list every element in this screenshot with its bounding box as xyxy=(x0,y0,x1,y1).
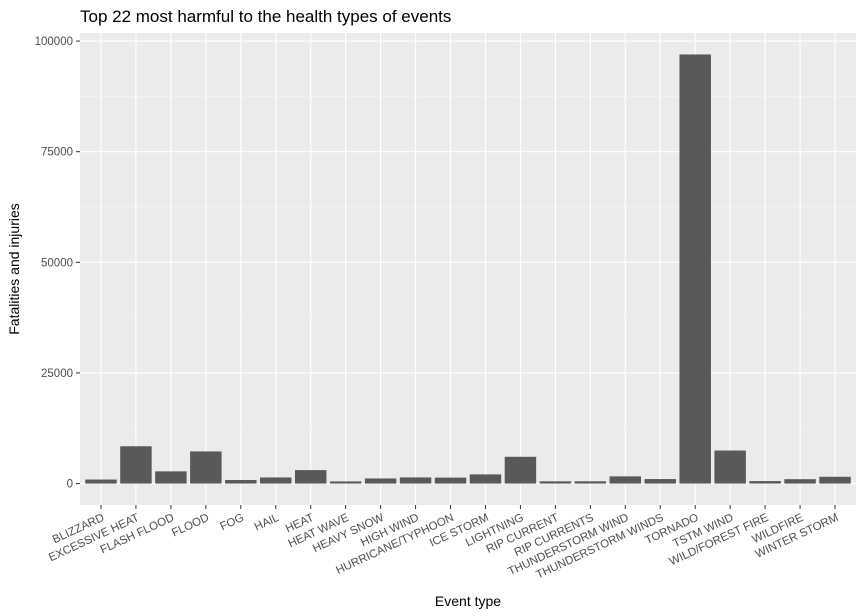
gridlines xyxy=(80,33,856,505)
x-tick-label: FLOOD xyxy=(170,512,211,540)
bar xyxy=(784,479,816,484)
y-tick-label: 25000 xyxy=(41,368,73,380)
bar xyxy=(644,479,676,484)
bar xyxy=(155,471,187,484)
x-tick-label: FOG xyxy=(218,512,246,533)
bar xyxy=(714,450,746,484)
bar xyxy=(364,478,397,484)
y-tick-label: 75000 xyxy=(41,147,73,159)
bar xyxy=(539,481,572,484)
plot-panel xyxy=(80,33,856,505)
y-tick-label: 50000 xyxy=(41,257,73,269)
bar xyxy=(434,477,467,484)
bar xyxy=(679,54,711,484)
bar xyxy=(294,470,327,484)
bar xyxy=(574,481,607,484)
bar xyxy=(225,480,257,484)
bar xyxy=(819,476,851,484)
bar xyxy=(260,477,292,484)
y-axis: 0 25000 50000 75000 100000 xyxy=(35,36,80,491)
bar xyxy=(749,481,781,484)
y-tick-label: 100000 xyxy=(35,36,73,48)
bar xyxy=(609,476,642,484)
bars xyxy=(85,54,851,484)
bar xyxy=(190,451,222,484)
chart-title: Top 22 most harmful to the health types … xyxy=(80,7,451,26)
bar xyxy=(329,481,362,484)
bar xyxy=(85,479,117,484)
y-axis-title: Fatalities and injuries xyxy=(6,203,22,335)
bar xyxy=(120,446,152,484)
x-axis-title: Event type xyxy=(435,593,501,609)
bar xyxy=(504,456,537,484)
bar xyxy=(469,474,502,484)
x-tick-label: HAIL xyxy=(253,512,282,534)
y-tick-label: 0 xyxy=(67,479,73,491)
bar xyxy=(399,477,432,484)
